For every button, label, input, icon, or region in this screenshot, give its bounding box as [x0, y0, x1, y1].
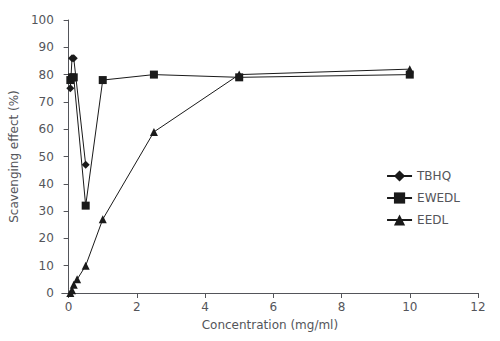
svg-text:6: 6 [269, 300, 277, 314]
svg-text:Concentration (mg/ml): Concentration (mg/ml) [202, 318, 338, 332]
svg-text:2: 2 [133, 300, 141, 314]
svg-text:90: 90 [39, 40, 54, 54]
svg-text:60: 60 [39, 122, 54, 136]
svg-text:0: 0 [46, 286, 54, 300]
svg-text:40: 40 [39, 177, 54, 191]
svg-text:10: 10 [402, 300, 417, 314]
svg-text:80: 80 [39, 68, 54, 82]
svg-text:10: 10 [39, 259, 54, 273]
svg-text:20: 20 [39, 231, 54, 245]
svg-text:8: 8 [338, 300, 346, 314]
svg-text:50: 50 [39, 150, 54, 164]
svg-text:TBHQ: TBHQ [416, 169, 451, 183]
svg-text:Scavenging effect (%): Scavenging effect (%) [7, 90, 21, 223]
svg-text:4: 4 [201, 300, 209, 314]
svg-text:EWEDL: EWEDL [417, 191, 460, 205]
svg-text:0: 0 [65, 300, 73, 314]
svg-text:100: 100 [31, 13, 54, 27]
svg-text:70: 70 [39, 95, 54, 109]
svg-text:EEDL: EEDL [417, 213, 448, 227]
svg-text:30: 30 [39, 204, 54, 218]
svg-text:12: 12 [470, 300, 485, 314]
